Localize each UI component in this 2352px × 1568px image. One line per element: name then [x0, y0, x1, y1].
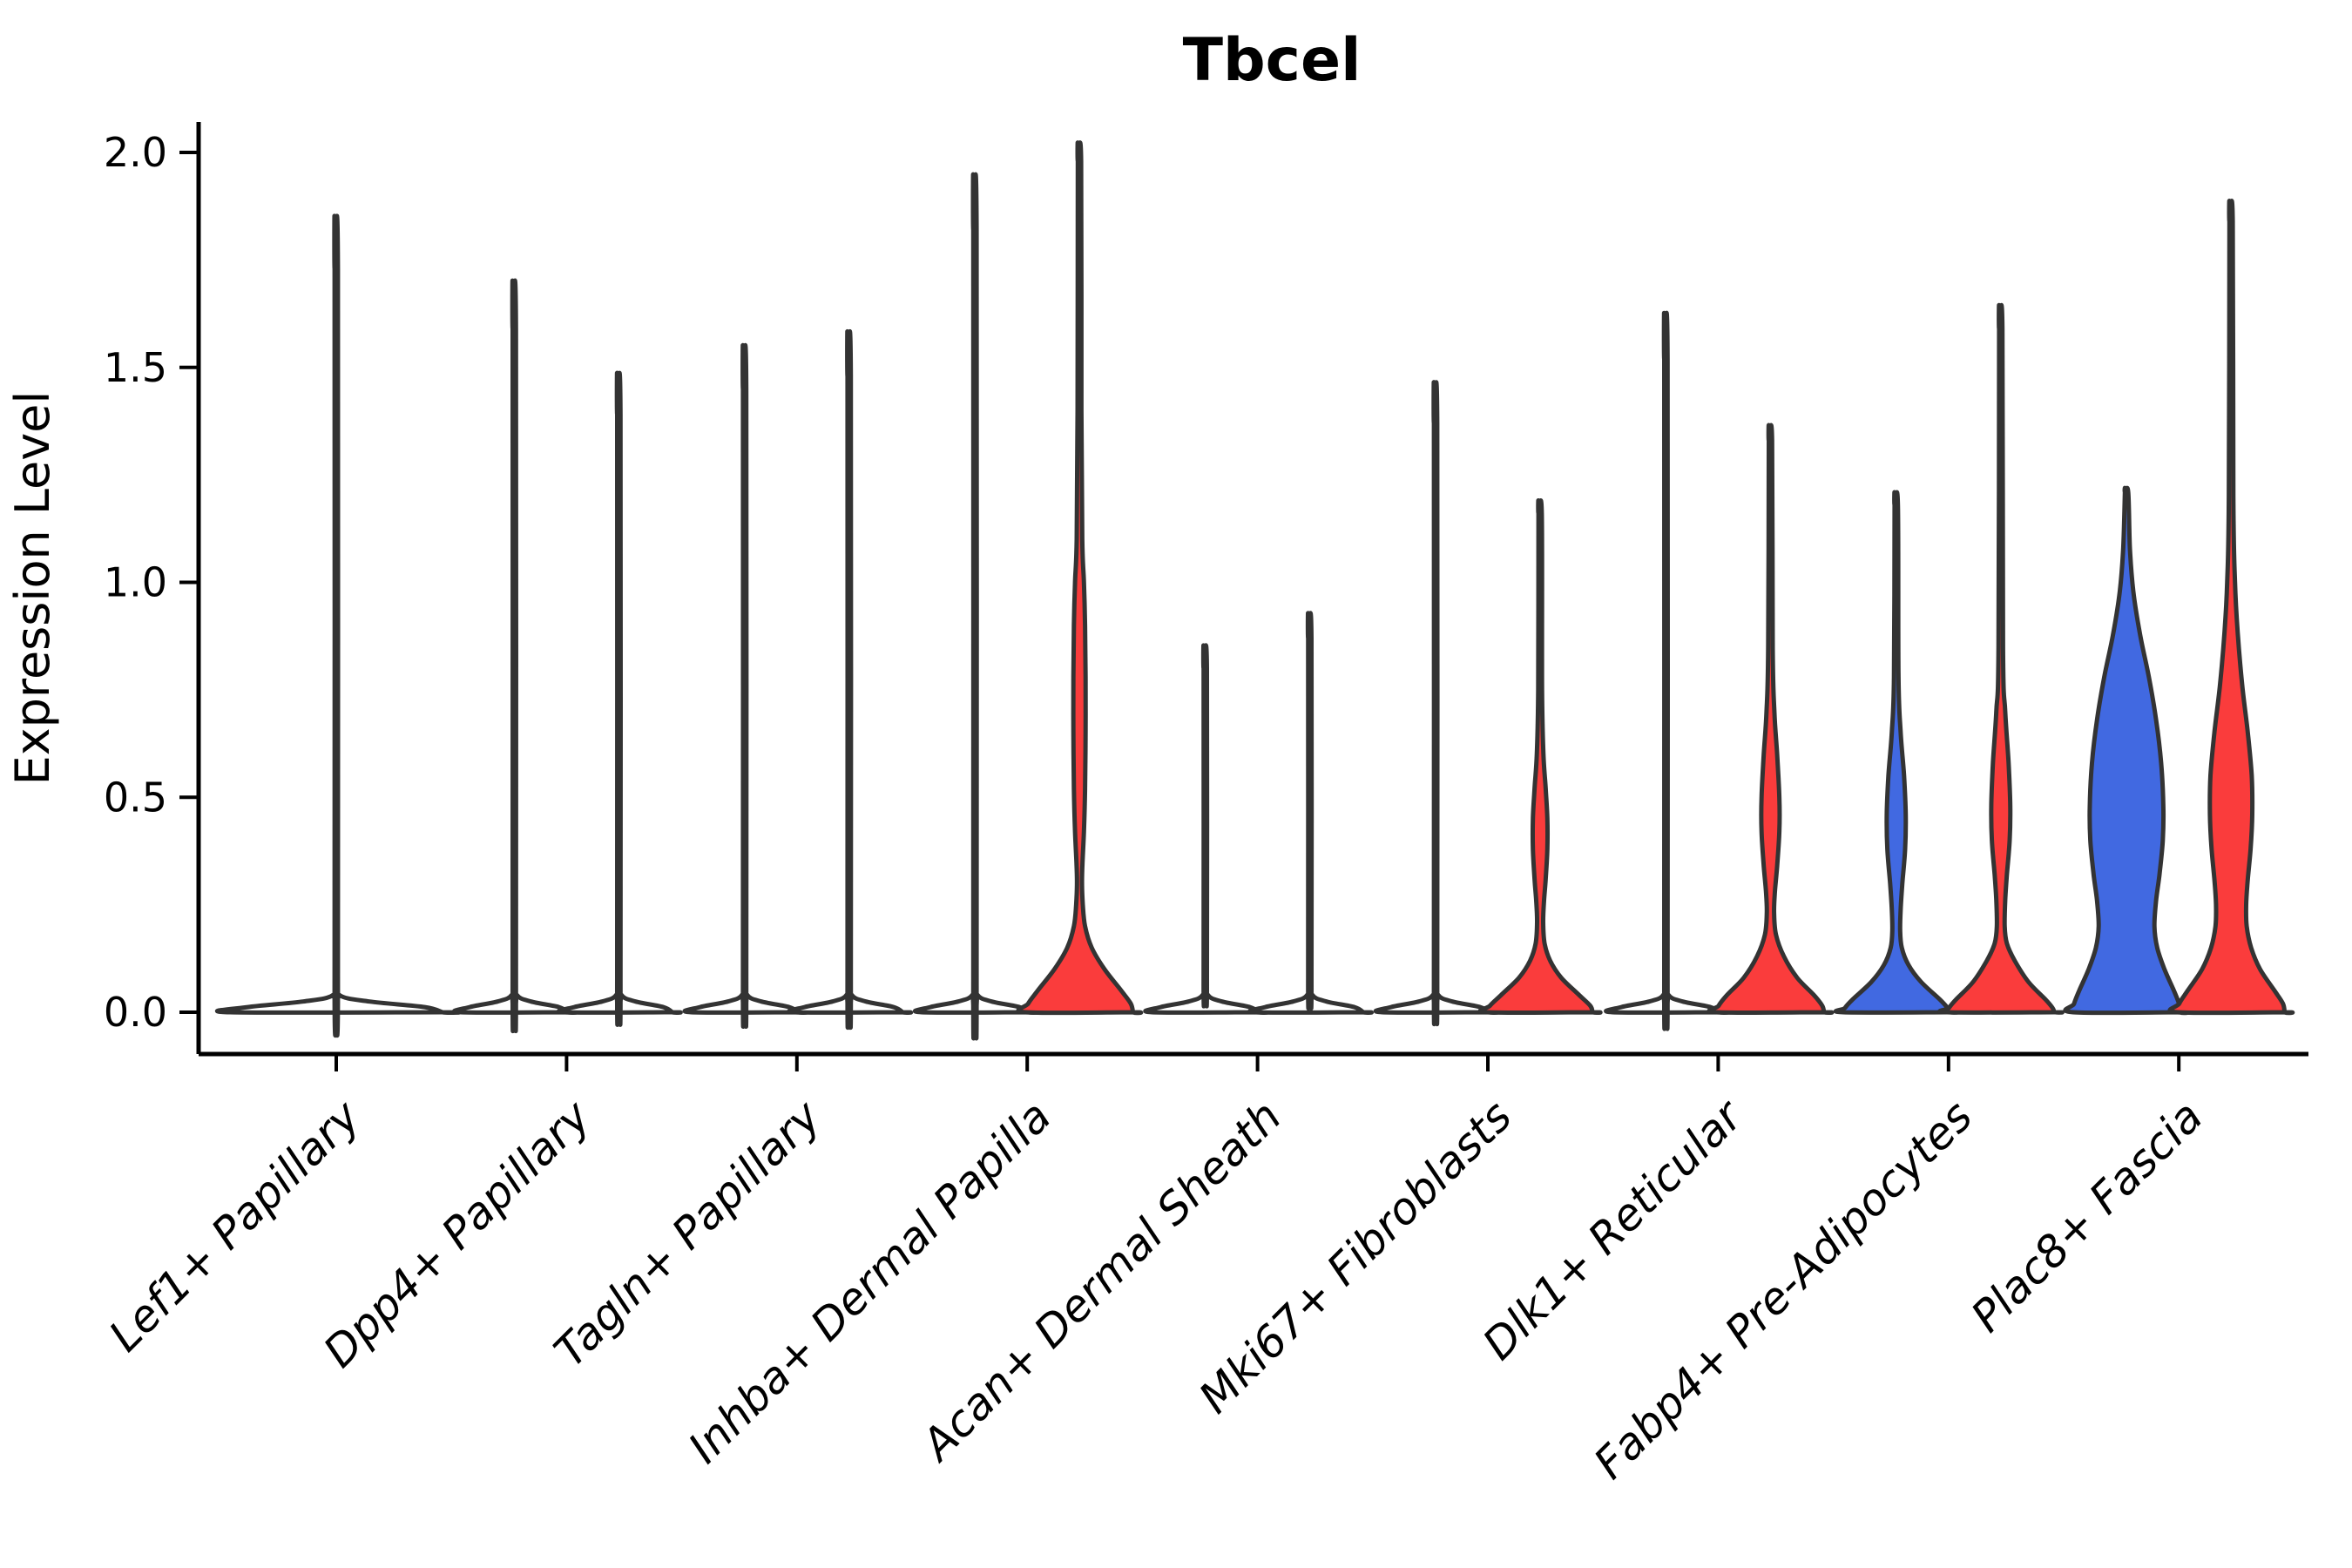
violin-plac8-fascia-right: [2167, 199, 2295, 1016]
violin-inhba-dermal-papilla-left: [912, 172, 1039, 1041]
chart-title: Tbcel: [1183, 26, 1362, 95]
y-tick-label: 1.5: [104, 344, 167, 391]
violin-fabp4-pre-adipocytes-right: [1937, 302, 2065, 1015]
y-tick-label: 0.5: [104, 774, 167, 821]
violin-dlk1-reticular-right: [1707, 422, 1835, 1016]
violin-plac8-fascia-left: [2063, 485, 2191, 1016]
violin-acan-dermal-sheath-right: [1247, 611, 1374, 1015]
violin-dlk1-reticular-left: [1604, 310, 1730, 1031]
y-tick-label: 2.0: [104, 129, 167, 176]
violin-inhba-dermal-papilla-right: [1016, 140, 1144, 1016]
y-tick-label: 0.0: [104, 989, 167, 1036]
violin-fabp4-pre-adipocytes-left: [1833, 490, 1960, 1015]
violin-tagln-papillary-right: [787, 329, 914, 1031]
x-tick-label: Plac8+ Fascia: [1962, 1091, 2213, 1342]
violin-mki67-fibroblasts-right: [1477, 498, 1603, 1016]
violin-acan-dermal-sheath-left: [1143, 643, 1269, 1015]
violin-mki67-fibroblasts-left: [1373, 380, 1500, 1026]
violin-dpp4-papillary-right: [557, 370, 683, 1027]
x-tick-label: Fabp4+ Pre-Adipocytes: [1585, 1091, 1983, 1489]
y-axis-label: Expression Level: [5, 391, 60, 786]
y-tick-label: 1.0: [104, 559, 167, 606]
x-tick-label: Inhba+ Dermal Papilla: [679, 1091, 1060, 1472]
x-tick-label: Lef1+ Papillary: [99, 1090, 370, 1361]
violin-dpp4-papillary-left: [452, 278, 578, 1034]
violins-layer: [214, 140, 2295, 1041]
violin-lef1-papillary: [214, 213, 461, 1038]
violin-tagln-papillary-left: [682, 342, 809, 1029]
